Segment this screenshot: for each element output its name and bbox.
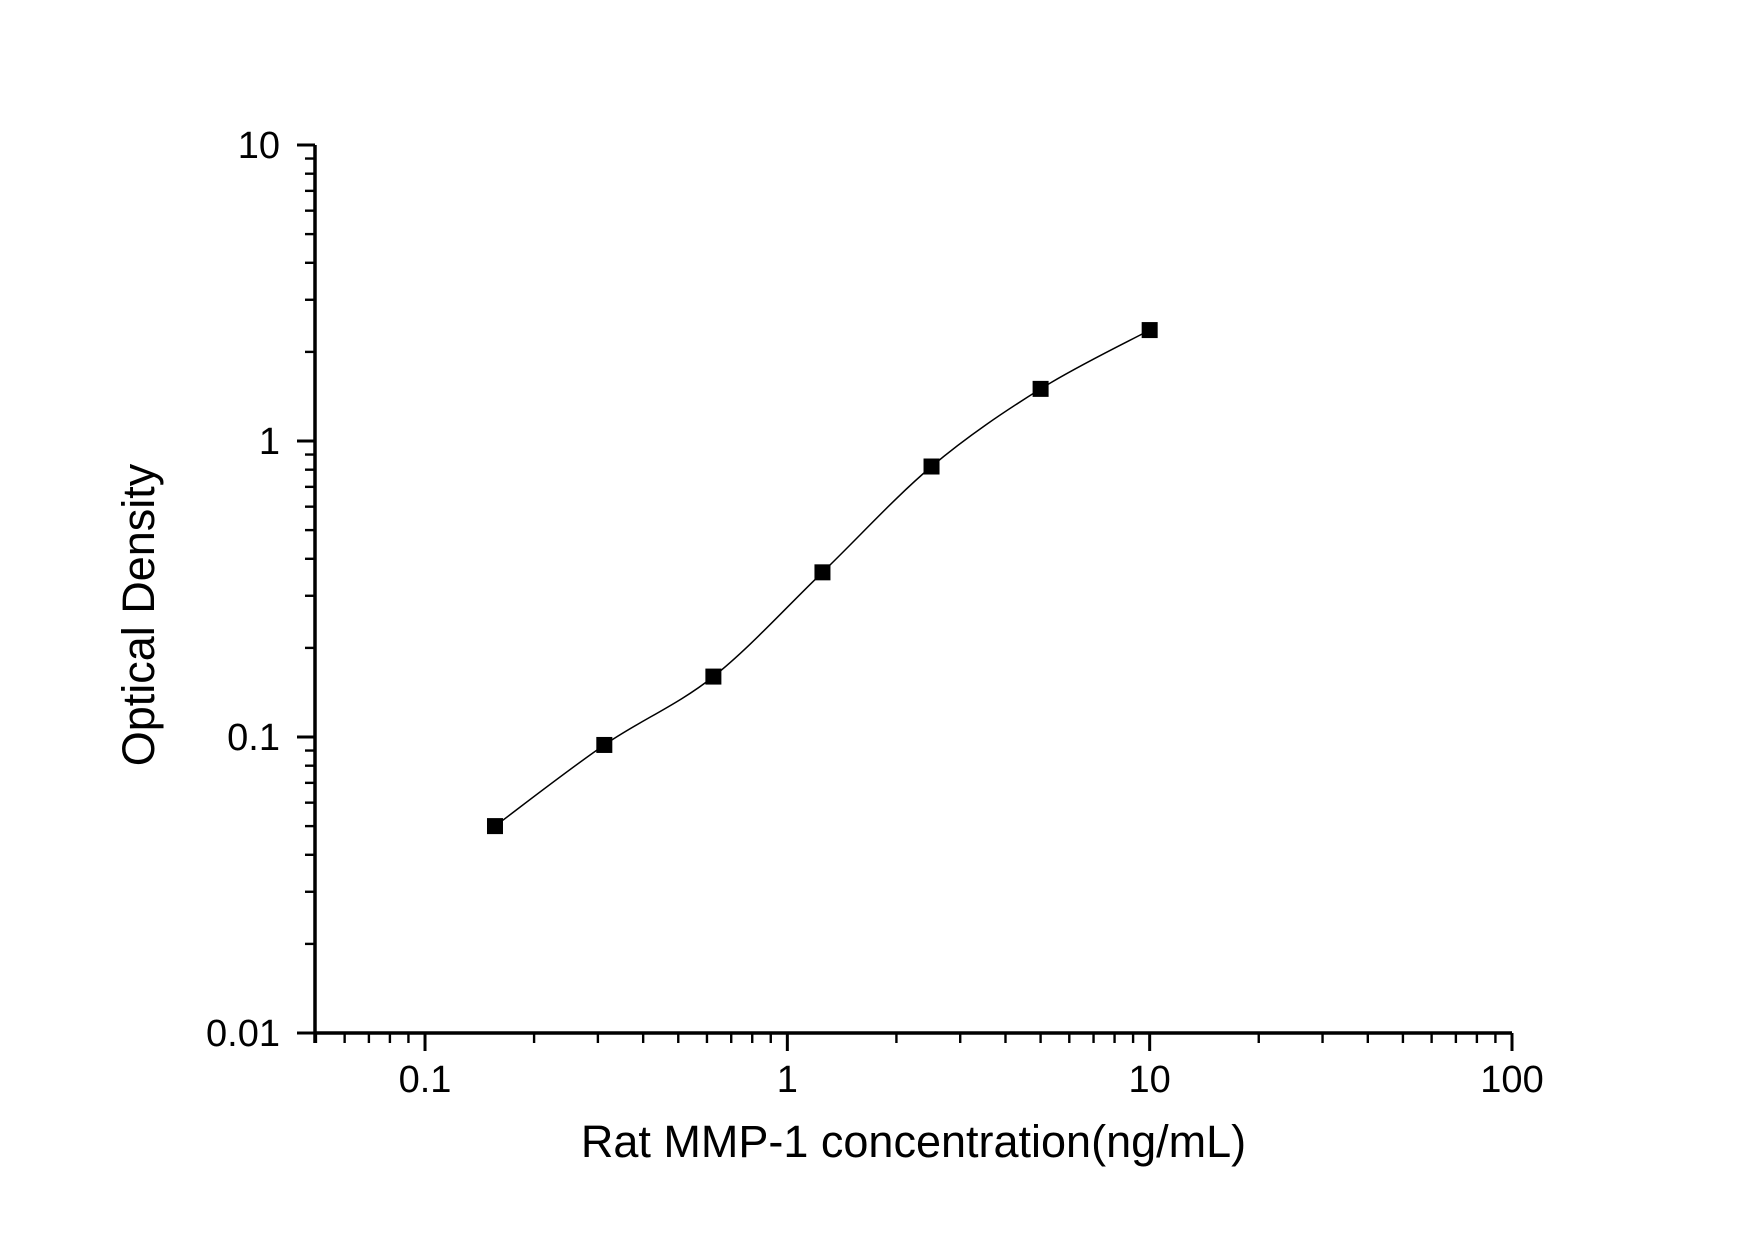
data-point-marker <box>814 564 831 581</box>
x-axis-tick-label: 0.1 <box>399 1059 452 1101</box>
x-axis-title: Rat MMP-1 concentration(ng/mL) <box>581 1116 1246 1167</box>
minor-ticks <box>305 157 1497 1043</box>
data-point-marker <box>596 736 613 753</box>
x-axis-tick-label: 100 <box>1480 1059 1543 1101</box>
y-axis-tick-label: 0.1 <box>227 717 280 759</box>
data-point-marker <box>486 818 503 835</box>
data-point-marker <box>923 458 940 475</box>
data-series <box>486 322 1158 835</box>
x-axis-tick-label: 10 <box>1129 1059 1171 1101</box>
y-axis-tick-label: 0.01 <box>206 1013 280 1055</box>
y-axis-tick-label: 10 <box>238 125 280 167</box>
tick-labels: 0.1 1 10 100 0.01 0.1 1 10 <box>206 125 1544 1101</box>
data-point-marker <box>705 668 722 685</box>
y-axis-tick-label: 1 <box>259 421 280 463</box>
y-axis-title: Optical Density <box>113 463 164 766</box>
x-axis-tick-label: 1 <box>777 1059 798 1101</box>
major-ticks <box>297 143 1514 1051</box>
data-point-marker <box>1141 322 1158 339</box>
data-point-marker <box>1032 380 1049 397</box>
